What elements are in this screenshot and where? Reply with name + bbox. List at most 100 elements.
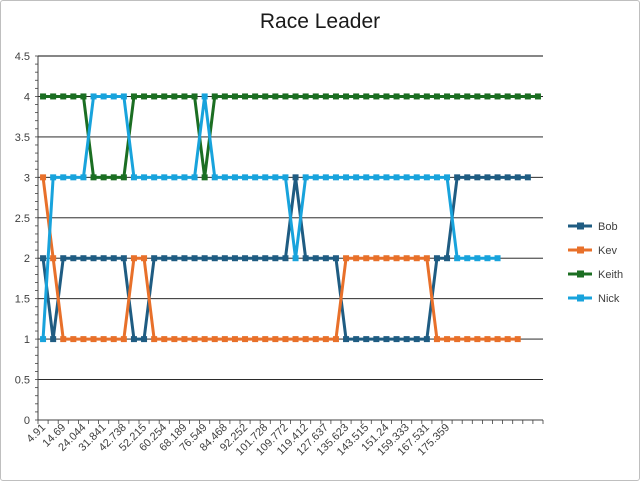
data-point — [70, 93, 77, 100]
data-point — [171, 93, 178, 100]
data-point — [534, 93, 541, 100]
data-point — [231, 93, 238, 100]
data-point — [141, 255, 148, 262]
data-point — [383, 255, 390, 262]
y-axis-labels: 0 0.5 1 1.5 2 2.5 3 3.5 4 4.5 — [15, 51, 30, 427]
data-point — [494, 336, 501, 343]
data-point — [504, 174, 511, 181]
data-point — [262, 255, 269, 262]
y-tick-label: 4.5 — [15, 51, 30, 63]
data-point — [50, 255, 57, 262]
data-point — [110, 93, 117, 100]
data-point — [413, 93, 420, 100]
data-point — [343, 336, 350, 343]
data-point — [252, 336, 259, 343]
y-tick-label: 3.5 — [15, 132, 30, 144]
chart-title: Race Leader — [259, 10, 381, 33]
data-point — [120, 174, 127, 181]
data-point — [231, 255, 238, 262]
data-point — [262, 93, 269, 100]
data-point — [231, 336, 238, 343]
y-tick-label: 1 — [24, 334, 30, 346]
data-point — [373, 174, 380, 181]
data-point — [80, 336, 87, 343]
data-point — [60, 174, 67, 181]
data-point — [151, 255, 158, 262]
y-tick-label: 2.5 — [15, 213, 30, 225]
data-point — [242, 174, 249, 181]
data-point — [494, 174, 501, 181]
legend-marker — [577, 294, 584, 302]
data-point — [353, 336, 360, 343]
data-point — [403, 255, 410, 262]
data-point — [353, 93, 360, 100]
data-point — [272, 336, 279, 343]
x-axis-labels: 4.9114.6924.04431.84142.73852.21560.2546… — [25, 422, 453, 459]
data-point — [221, 336, 228, 343]
data-point — [312, 336, 319, 343]
legend-item-bob: Bob — [568, 221, 618, 233]
data-point — [484, 93, 491, 100]
data-point — [40, 255, 47, 262]
legend-marker — [577, 222, 584, 230]
series-group — [40, 93, 541, 343]
data-point — [373, 93, 380, 100]
data-point — [444, 93, 451, 100]
data-point — [100, 255, 107, 262]
data-point — [413, 174, 420, 181]
data-point — [332, 255, 339, 262]
data-point — [272, 255, 279, 262]
series-kev — [40, 174, 521, 343]
data-point — [464, 93, 471, 100]
data-point — [242, 255, 249, 262]
data-point — [464, 336, 471, 343]
data-point — [343, 174, 350, 181]
data-point — [100, 174, 107, 181]
legend-item-nick: Nick — [568, 293, 620, 305]
data-point — [201, 93, 208, 100]
data-point — [262, 336, 269, 343]
data-point — [292, 336, 299, 343]
data-point — [80, 174, 87, 181]
data-point — [70, 336, 77, 343]
data-point — [383, 336, 390, 343]
data-point — [191, 336, 198, 343]
data-point — [201, 174, 208, 181]
data-point — [393, 93, 400, 100]
data-point — [413, 336, 420, 343]
data-point — [474, 255, 481, 262]
data-point — [403, 336, 410, 343]
data-point — [292, 93, 299, 100]
data-point — [211, 255, 218, 262]
y-tick-label: 0.5 — [15, 375, 30, 387]
data-point — [242, 93, 249, 100]
data-point — [120, 93, 127, 100]
data-point — [524, 93, 531, 100]
data-point — [504, 336, 511, 343]
data-point — [423, 93, 430, 100]
data-point — [141, 174, 148, 181]
data-point — [302, 174, 309, 181]
data-point — [100, 336, 107, 343]
data-point — [433, 174, 440, 181]
data-point — [171, 255, 178, 262]
data-point — [201, 255, 208, 262]
data-point — [40, 336, 47, 343]
data-point — [90, 255, 97, 262]
data-point — [524, 174, 531, 181]
data-point — [242, 336, 249, 343]
data-point — [484, 255, 491, 262]
data-point — [110, 255, 117, 262]
data-point — [151, 174, 158, 181]
data-point — [211, 93, 218, 100]
legend-item-kev: Kev — [568, 245, 617, 257]
data-point — [282, 255, 289, 262]
data-point — [110, 174, 117, 181]
legend-label: Keith — [598, 269, 623, 281]
y-tick-label: 1.5 — [15, 294, 30, 306]
data-point — [494, 255, 501, 262]
data-point — [60, 336, 67, 343]
data-point — [322, 336, 329, 343]
data-point — [141, 93, 148, 100]
